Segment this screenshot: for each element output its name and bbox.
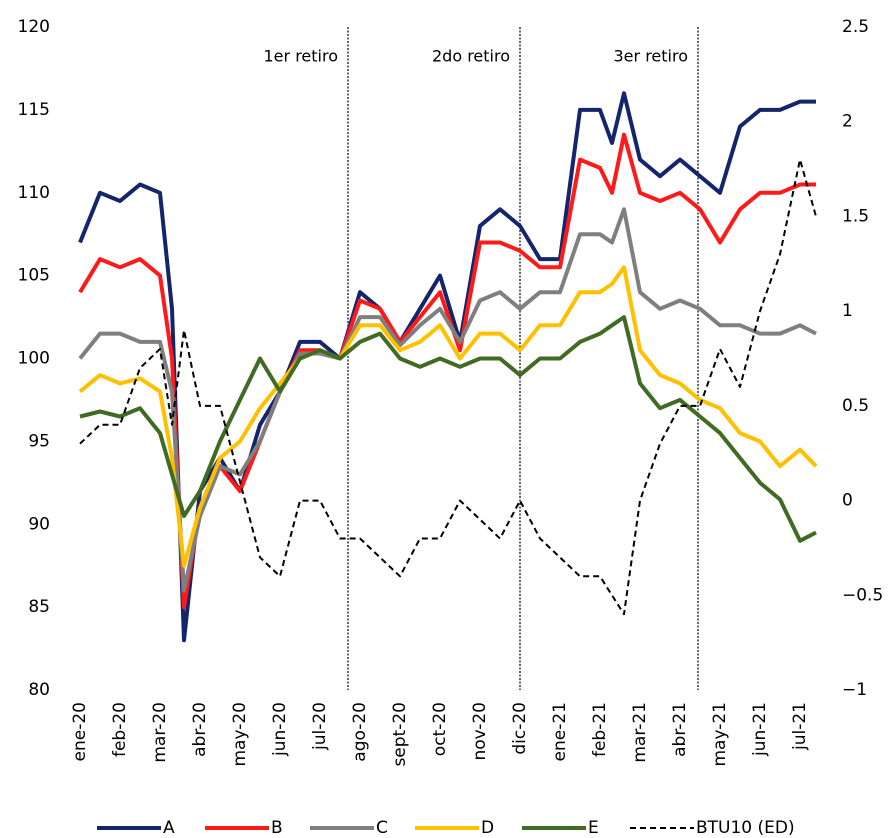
y-tick-label: 115 [18, 100, 50, 120]
x-tick-label: oct-20 [430, 702, 450, 756]
x-tick-label: jun-21 [750, 702, 770, 757]
x-tick-label: feb-20 [110, 702, 130, 757]
x-tick-label: abr-21 [670, 702, 690, 757]
y-tick-label: 100 [18, 349, 50, 369]
x-tick-label: may-21 [710, 702, 730, 767]
y-tick-label: 105 [18, 266, 50, 286]
legend-label: A [163, 818, 175, 838]
y-tick-label: 110 [18, 183, 50, 203]
y2-tick-label: 0.5 [842, 396, 869, 416]
legend-label: E [588, 818, 599, 838]
y-tick-label: 80 [28, 680, 50, 700]
retiro-label: 1er retiro [264, 47, 339, 66]
y-tick-label: 95 [28, 431, 50, 451]
y-tick-label: 120 [18, 17, 50, 37]
retiro-label: 2do retiro [432, 47, 510, 66]
y-tick-label: 85 [28, 597, 50, 617]
x-tick-label: ene-20 [70, 702, 90, 761]
y2-tick-label: 1 [842, 301, 853, 321]
x-tick-label: mar-21 [630, 702, 650, 763]
series-line [78, 207, 817, 593]
y-tick-label: 90 [28, 514, 50, 534]
x-tick-label: dic-20 [510, 702, 530, 755]
y2-tick-label: 0 [842, 491, 853, 511]
retiro-label: 3er retiro [614, 47, 689, 66]
x-tick-label: jun-20 [270, 702, 290, 757]
x-tick-label: abr-20 [190, 702, 210, 757]
y2-tick-label: −0.5 [842, 585, 883, 605]
y2-tick-label: 1.5 [842, 206, 869, 226]
x-tick-label: may-20 [230, 702, 250, 767]
y2-tick-label: −1 [842, 680, 867, 700]
y2-tick-label: 2 [842, 112, 853, 132]
x-tick-label: sept-20 [390, 702, 410, 767]
y2-tick-label: 2.5 [842, 17, 869, 37]
legend-label: C [376, 818, 388, 838]
series-line [78, 265, 818, 568]
x-tick-label: nov-20 [470, 702, 490, 761]
legend-label: B [271, 818, 283, 838]
legend-label: D [481, 818, 494, 838]
x-tick-label: mar-20 [150, 702, 170, 763]
x-tick-label: jul-21 [790, 702, 810, 751]
x-tick-label: jul-20 [310, 702, 330, 751]
series-line [79, 315, 817, 543]
x-tick-label: feb-21 [590, 702, 610, 757]
x-tick-label: ene-21 [550, 702, 570, 761]
legend-label: BTU10 (ED) [696, 818, 795, 838]
x-tick-label: ago-20 [350, 702, 370, 762]
